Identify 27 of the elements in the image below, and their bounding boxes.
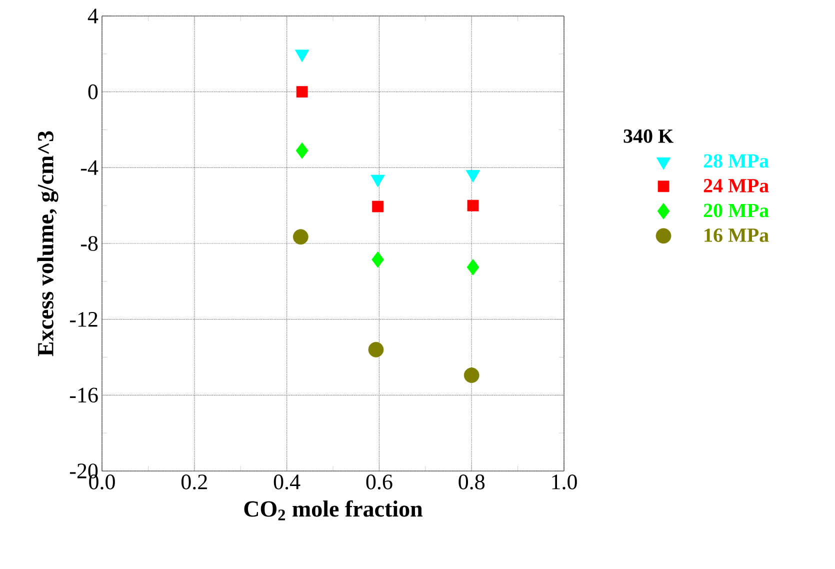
point (296, 86, 308, 98)
point (292, 229, 308, 245)
y-axis-title: Excess volume, g/cm^3 (37, 131, 58, 356)
y-tick-label: 4 (88, 8, 98, 24)
point (296, 142, 308, 159)
x-tick-label: 0.4 (274, 474, 300, 490)
point (466, 258, 480, 276)
x-tick-label: 0.8 (458, 474, 485, 490)
x-axis-title: CO$_{2}$ mole fraction (244, 500, 423, 520)
point (372, 251, 384, 268)
legend-title: 340 K (624, 129, 674, 143)
y-tick-label: -16 (70, 388, 98, 403)
y-tick-label: 0 (88, 84, 98, 100)
legend-label: 28 MPa (704, 154, 769, 168)
y-tick-label: -8 (80, 236, 98, 251)
point (464, 368, 480, 383)
legend-label: 24 MPa (704, 179, 769, 192)
legend-label: 20 MPa (704, 204, 769, 218)
x-tick-label: 0.2 (181, 474, 207, 490)
x-tick-label: 0.6 (366, 474, 392, 490)
y-tick-label: -12 (70, 312, 98, 327)
point (467, 200, 479, 212)
x-tick-label: 1.0 (552, 474, 577, 490)
y-tick-label: -4 (80, 160, 98, 175)
point (372, 200, 384, 212)
point (368, 342, 384, 358)
legend-label: 16 MPa (704, 228, 769, 242)
